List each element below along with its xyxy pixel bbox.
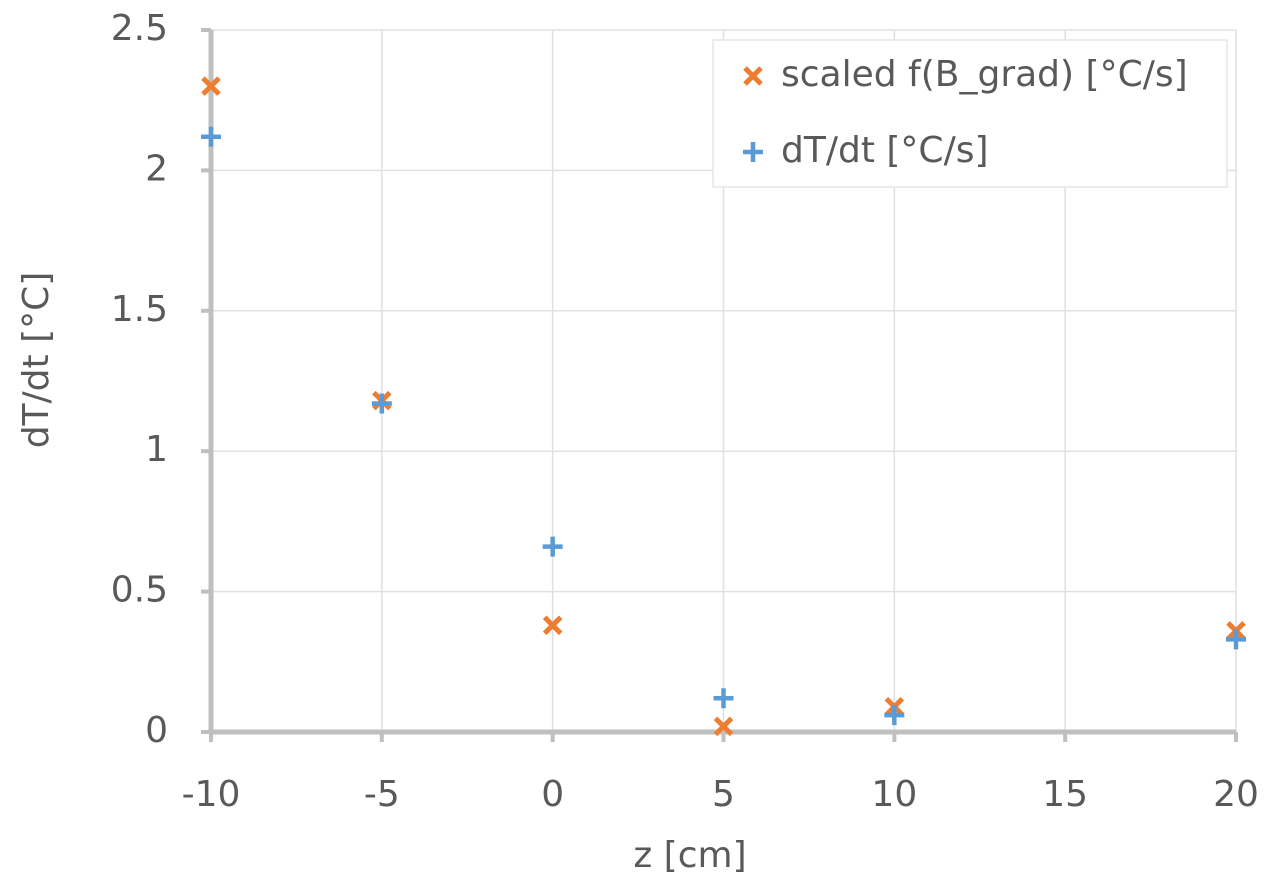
legend-marker	[743, 66, 763, 86]
y-tick-label: 2	[145, 148, 168, 189]
legend-box	[712, 39, 1228, 188]
x-axis-label: z [cm]	[633, 835, 746, 876]
x-tick-label: 5	[712, 774, 735, 815]
marker	[542, 615, 563, 636]
marker	[713, 688, 734, 709]
x-tick-label: 0	[541, 774, 564, 815]
x-tick-label: 10	[871, 774, 917, 815]
y-tick-label: 1.5	[111, 289, 168, 330]
marker	[1226, 629, 1246, 650]
marker	[201, 126, 221, 147]
y-axis-label: dT/dt [°C]	[16, 272, 57, 449]
marker	[713, 716, 734, 737]
marker	[201, 76, 221, 96]
y-tick-label: 0.5	[111, 570, 168, 611]
x-tick-label: -5	[364, 774, 400, 815]
legend-label: dT/dt [°C/s]	[781, 130, 989, 171]
y-tick-label: 1	[145, 429, 168, 470]
marker	[884, 705, 905, 726]
y-tick-label: 2.5	[111, 8, 168, 49]
legend-label: scaled f(B_grad) [°C/s]	[781, 54, 1188, 95]
x-tick-label: 20	[1213, 774, 1259, 815]
legend: scaled f(B_grad) [°C/s] dT/dt [°C/s]	[712, 39, 1228, 188]
marker	[371, 393, 392, 414]
marker	[542, 536, 563, 557]
legend-marker	[743, 142, 763, 162]
x-tick-label: 15	[1042, 774, 1088, 815]
y-tick-label: 0	[145, 710, 168, 751]
x-tick-label: -10	[182, 774, 241, 815]
